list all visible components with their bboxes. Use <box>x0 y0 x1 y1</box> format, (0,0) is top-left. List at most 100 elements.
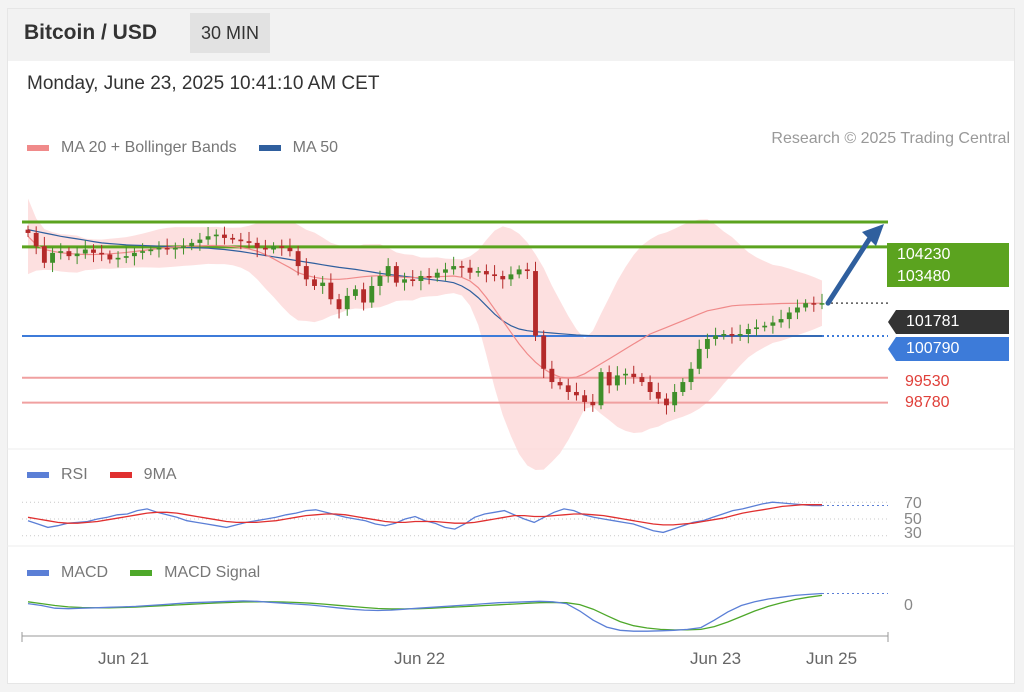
candle-body <box>25 229 31 233</box>
candle-body <box>107 254 113 260</box>
legend-ma50: MA 50 <box>258 139 338 157</box>
candle-body <box>467 267 473 273</box>
candle-body <box>197 239 203 243</box>
rsi-ref-50: 50 <box>904 511 922 528</box>
candle-body <box>549 368 555 383</box>
candle-body <box>524 269 530 272</box>
candle-body <box>721 334 727 336</box>
macd-line <box>27 592 823 632</box>
candle-body <box>262 247 268 250</box>
price-legend: MA 20 + Bollinger Bands MA 50 <box>27 139 360 157</box>
candle-body <box>222 234 227 238</box>
level-tag-pivot: 100790 <box>896 337 1009 361</box>
legend-rsi-label: RSI <box>61 466 88 483</box>
legend-macd: MACD <box>27 564 108 582</box>
candle-body <box>541 335 547 369</box>
candle-body <box>279 246 285 248</box>
candle-body <box>508 274 514 280</box>
candle-body <box>598 372 604 406</box>
candle-body <box>434 272 440 278</box>
legend-macd-signal: MACD Signal <box>130 564 260 582</box>
candle-body <box>614 375 620 386</box>
macd-signal-line <box>27 594 823 631</box>
candle-body <box>533 271 538 336</box>
candle-body <box>729 334 735 336</box>
forecast-arrowhead <box>862 224 884 247</box>
candle-body <box>606 372 612 386</box>
candle-body <box>811 303 817 305</box>
level-label-s1: 99530 <box>905 373 950 390</box>
candle-body <box>369 285 375 303</box>
rsi-ref-70: 70 <box>904 495 922 512</box>
candle-body <box>443 269 448 273</box>
candle-body <box>762 325 768 328</box>
candle-body <box>713 335 719 339</box>
candle-body <box>246 241 252 243</box>
candle-body <box>639 377 645 383</box>
x-tick-jun21: Jun 21 <box>98 649 150 668</box>
candle-body <box>58 251 64 253</box>
candle-body <box>230 237 236 240</box>
candle-body <box>328 282 334 300</box>
legend-ma50-swatch <box>258 145 281 151</box>
candle-body <box>238 239 244 242</box>
candle-body <box>99 252 105 255</box>
candle-body <box>680 382 686 392</box>
macd-ref-0: 0 <box>904 597 913 614</box>
level-tag-r2: 103480 <box>887 265 1009 287</box>
candle-body <box>312 279 317 286</box>
candle-body <box>623 373 628 376</box>
ma50-line <box>27 229 822 337</box>
candle-body <box>205 236 211 240</box>
candle-body <box>189 242 195 247</box>
rsi-line <box>27 501 822 534</box>
candle-body <box>181 246 186 248</box>
candle-body <box>778 319 784 323</box>
candle-body <box>803 303 809 308</box>
level-tag-last: 101781 <box>896 310 1009 334</box>
candle-body <box>33 232 39 247</box>
candle-body <box>66 251 72 257</box>
candle-body <box>271 246 276 250</box>
candle-body <box>320 282 326 286</box>
candle-body <box>123 256 129 258</box>
candle-body <box>574 391 579 396</box>
candle-body <box>361 289 367 303</box>
level-label-s2: 98780 <box>905 394 950 411</box>
candle-body <box>737 334 743 336</box>
candle-body <box>786 312 792 320</box>
candle-body <box>50 252 55 263</box>
research-credit: Research © 2025 Trading Central <box>771 130 1010 147</box>
legend-macd-swatch <box>27 570 49 576</box>
candle-body <box>410 279 416 281</box>
candle-body <box>516 269 522 275</box>
candle-body <box>402 279 407 283</box>
bollinger-band <box>28 198 822 471</box>
candle-body <box>148 249 154 252</box>
level-tag-pointer-pivot <box>888 337 896 361</box>
candle-body <box>770 322 776 326</box>
candle-body <box>647 382 653 392</box>
candle-body <box>213 234 219 237</box>
candle-body <box>140 251 146 253</box>
macd-legend: MACD MACD Signal <box>27 564 282 582</box>
forecast-arrow <box>825 235 873 306</box>
timeframe-selector[interactable]: 30 MIN <box>190 13 271 53</box>
candle-body <box>385 266 391 277</box>
level-tag-pointer-last <box>888 310 896 334</box>
candle-body <box>819 303 825 305</box>
legend-macd-signal-label: MACD Signal <box>164 564 261 581</box>
legend-rsi-swatch <box>27 472 49 478</box>
candle-body <box>172 247 178 250</box>
candle-body <box>344 295 350 310</box>
timestamp: Monday, June 23, 2025 10:41:10 AM CET <box>27 73 380 94</box>
candle-body <box>582 395 588 402</box>
candle-body <box>500 276 506 280</box>
candle-body <box>557 382 563 386</box>
candle-body <box>254 242 260 248</box>
legend-9ma: 9MA <box>109 466 177 484</box>
candle-body <box>565 385 571 392</box>
candle-body <box>418 276 424 281</box>
candle-body <box>287 247 293 252</box>
candle-body <box>352 289 358 296</box>
